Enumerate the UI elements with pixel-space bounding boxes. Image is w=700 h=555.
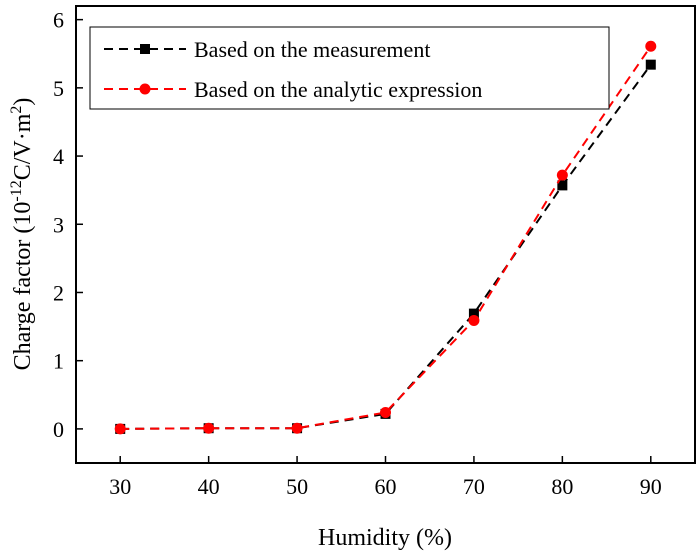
y-tick-label: 4 [53, 144, 64, 169]
legend-label-analytic: Based on the analytic expression [194, 77, 482, 102]
x-tick-label: 40 [198, 474, 220, 499]
data-point-measurement [557, 180, 568, 191]
y-tick-label: 0 [53, 417, 64, 442]
data-point-analytic [556, 169, 568, 181]
legend-label-measurement: Based on the measurement [194, 37, 430, 62]
data-point-analytic [380, 407, 391, 419]
data-point-analytic [645, 40, 657, 52]
legend-marker-analytic [139, 83, 151, 95]
data-point-measurement [468, 308, 479, 319]
legend: Based on the measurement Based on the an… [89, 26, 610, 110]
series-layer [114, 40, 657, 435]
data-point-analytic [468, 314, 480, 326]
y-tick-label: 2 [53, 280, 64, 305]
y-tick-label: 6 [53, 8, 64, 33]
x-tick-label: 60 [375, 474, 397, 499]
x-axis-ticks: 30 40 50 60 70 80 90 [109, 456, 662, 499]
x-tick-label: 70 [463, 474, 485, 499]
x-axis-title: Humidity (%) [318, 525, 452, 551]
y-tick-label: 5 [53, 76, 64, 101]
data-point-analytic [291, 422, 303, 434]
legend-marker-measurement [140, 44, 150, 54]
series-line-0 [120, 64, 652, 430]
data-point-analytic [114, 423, 126, 435]
legend-box [89, 26, 610, 110]
data-point-analytic [203, 422, 215, 434]
x-tick-label: 90 [640, 474, 662, 499]
x-tick-label: 80 [551, 474, 573, 499]
y-tick-label: 3 [53, 212, 64, 237]
x-tick-label: 30 [109, 474, 131, 499]
data-point-measurement [645, 59, 656, 70]
y-axis-title: Charge factor (10-12C/V·m2) [8, 98, 36, 371]
x-tick-label: 50 [286, 474, 308, 499]
y-tick-label: 1 [53, 349, 64, 374]
y-axis-ticks: 0 1 2 3 4 5 6 [53, 8, 83, 442]
